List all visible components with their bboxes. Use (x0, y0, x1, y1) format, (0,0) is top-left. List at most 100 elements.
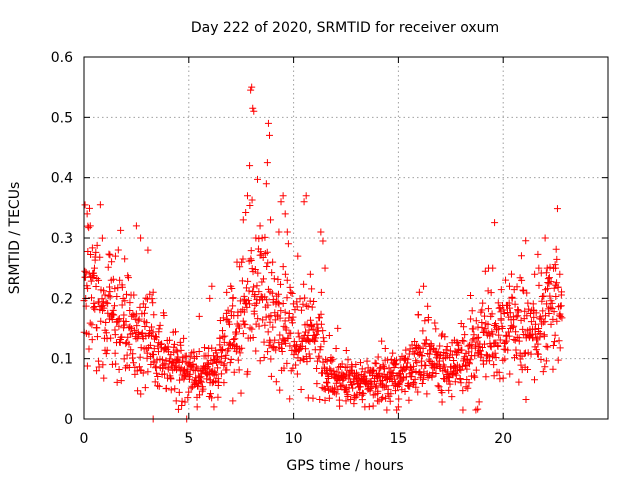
data-point (116, 276, 124, 284)
data-point (491, 349, 499, 357)
data-point (180, 334, 188, 342)
data-point (305, 350, 313, 358)
data-point (421, 339, 429, 347)
data-point (269, 258, 277, 266)
data-point (217, 358, 225, 366)
data-point (497, 315, 505, 323)
data-point (521, 307, 529, 315)
data-point (293, 370, 301, 378)
data-point (274, 290, 282, 298)
data-point (262, 180, 270, 188)
data-point (263, 159, 271, 167)
data-point (245, 287, 253, 295)
data-point (472, 317, 480, 325)
data-point (88, 336, 96, 344)
data-point (276, 386, 284, 394)
data-point (102, 318, 110, 326)
data-point (126, 306, 134, 314)
data-point (98, 234, 106, 242)
data-point (127, 346, 135, 354)
x-tick-label: 5 (184, 431, 193, 447)
data-point (332, 345, 340, 353)
data-point (226, 359, 234, 367)
data-point (527, 318, 535, 326)
data-point (313, 357, 321, 365)
data-point (506, 370, 514, 378)
data-point (266, 318, 274, 326)
data-point (281, 308, 289, 316)
data-point (553, 205, 561, 213)
data-point (471, 352, 479, 360)
data-point (283, 228, 291, 236)
data-point (122, 290, 130, 298)
data-point (102, 299, 110, 307)
data-point (369, 366, 377, 374)
data-point (387, 390, 395, 398)
data-point (459, 406, 467, 414)
x-tick-label: 15 (389, 431, 407, 447)
data-point (103, 346, 111, 354)
data-point (255, 322, 263, 330)
data-point (100, 374, 108, 382)
data-point (113, 292, 121, 300)
data-point (239, 255, 247, 263)
data-point (172, 397, 180, 405)
data-point (239, 317, 247, 325)
data-point (96, 253, 104, 261)
data-point (313, 380, 321, 388)
data-point (236, 349, 244, 357)
data-point (486, 332, 494, 340)
data-point (268, 343, 276, 351)
data-point (196, 391, 204, 399)
data-point (90, 264, 98, 272)
data-point (544, 343, 552, 351)
data-point (264, 328, 272, 336)
data-point (160, 312, 168, 320)
data-point (209, 359, 217, 367)
data-points (80, 83, 566, 423)
data-point (433, 362, 441, 370)
data-point (110, 302, 118, 310)
data-point (166, 336, 174, 344)
data-point (85, 224, 93, 232)
data-point (246, 300, 254, 308)
data-point (314, 327, 322, 335)
data-point (187, 384, 195, 392)
data-point (223, 288, 231, 296)
data-point (530, 313, 538, 321)
data-point (230, 368, 238, 376)
data-point (373, 397, 381, 405)
data-point (173, 348, 181, 356)
data-point (111, 349, 119, 357)
data-point (267, 355, 275, 363)
data-point (554, 283, 562, 291)
data-point (197, 370, 205, 378)
data-point (517, 252, 525, 260)
data-point (410, 350, 418, 358)
data-point (351, 394, 359, 402)
data-point (241, 321, 249, 329)
data-point (136, 353, 144, 361)
data-point (450, 362, 458, 370)
data-point (186, 370, 194, 378)
data-point (450, 356, 458, 364)
data-point (154, 342, 162, 350)
data-point (415, 343, 423, 351)
data-point (259, 253, 267, 261)
data-point (141, 323, 149, 331)
data-point (407, 373, 415, 381)
data-point (157, 341, 165, 349)
data-point (325, 331, 333, 339)
data-point (219, 333, 227, 341)
data-point (510, 322, 518, 330)
data-point (293, 341, 301, 349)
data-point (378, 337, 386, 345)
data-point (93, 367, 101, 375)
data-point (495, 331, 503, 339)
data-point (248, 196, 256, 204)
data-point (445, 374, 453, 382)
data-point (115, 366, 123, 374)
data-point (141, 309, 149, 317)
data-point (95, 276, 103, 284)
data-point (344, 356, 352, 364)
